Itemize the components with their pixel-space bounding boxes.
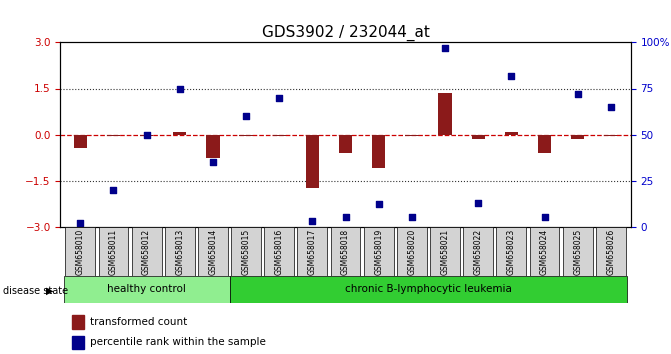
Point bbox=[274, 95, 285, 101]
Point bbox=[174, 86, 185, 91]
Bar bbox=[438, 93, 452, 135]
Bar bbox=[173, 132, 187, 135]
FancyBboxPatch shape bbox=[397, 227, 427, 276]
Point bbox=[241, 113, 252, 119]
FancyBboxPatch shape bbox=[264, 227, 294, 276]
Bar bbox=[272, 135, 286, 136]
Bar bbox=[74, 135, 87, 148]
Point bbox=[207, 159, 218, 165]
FancyBboxPatch shape bbox=[430, 227, 460, 276]
Bar bbox=[72, 315, 85, 329]
Point bbox=[141, 132, 152, 137]
Point bbox=[473, 200, 484, 205]
Text: GSM658024: GSM658024 bbox=[540, 229, 549, 275]
Text: GSM658017: GSM658017 bbox=[308, 229, 317, 275]
Point bbox=[340, 215, 351, 220]
FancyBboxPatch shape bbox=[297, 227, 327, 276]
Bar bbox=[306, 135, 319, 188]
Bar bbox=[206, 135, 219, 158]
Text: percentile rank within the sample: percentile rank within the sample bbox=[90, 337, 266, 348]
FancyBboxPatch shape bbox=[463, 227, 493, 276]
Bar bbox=[472, 135, 485, 139]
Bar bbox=[107, 135, 120, 136]
FancyBboxPatch shape bbox=[529, 227, 560, 276]
Text: chronic B-lymphocytic leukemia: chronic B-lymphocytic leukemia bbox=[345, 284, 512, 295]
FancyBboxPatch shape bbox=[364, 227, 394, 276]
Point bbox=[572, 91, 583, 97]
Bar bbox=[140, 135, 153, 136]
Bar bbox=[505, 132, 518, 135]
Text: GSM658019: GSM658019 bbox=[374, 229, 383, 275]
Text: healthy control: healthy control bbox=[107, 284, 186, 295]
Text: GSM658014: GSM658014 bbox=[209, 229, 217, 275]
FancyBboxPatch shape bbox=[229, 276, 627, 303]
Text: GSM658015: GSM658015 bbox=[242, 229, 250, 275]
Point bbox=[75, 220, 86, 226]
Point bbox=[108, 187, 119, 193]
Text: GSM658010: GSM658010 bbox=[76, 229, 85, 275]
Text: disease state: disease state bbox=[3, 286, 68, 296]
Point bbox=[407, 215, 417, 220]
Bar bbox=[571, 135, 584, 139]
FancyBboxPatch shape bbox=[99, 227, 128, 276]
Text: GSM658023: GSM658023 bbox=[507, 229, 516, 275]
Text: GSM658012: GSM658012 bbox=[142, 229, 151, 275]
Point bbox=[440, 45, 450, 51]
FancyBboxPatch shape bbox=[596, 227, 626, 276]
Text: GSM658016: GSM658016 bbox=[274, 229, 284, 275]
Text: GSM658011: GSM658011 bbox=[109, 229, 118, 275]
Text: ▶: ▶ bbox=[46, 286, 53, 296]
FancyBboxPatch shape bbox=[198, 227, 228, 276]
FancyBboxPatch shape bbox=[132, 227, 162, 276]
Bar bbox=[405, 135, 419, 136]
Point bbox=[373, 202, 384, 207]
Title: GDS3902 / 232044_at: GDS3902 / 232044_at bbox=[262, 25, 429, 41]
Point bbox=[506, 73, 517, 79]
Point bbox=[605, 104, 616, 110]
FancyBboxPatch shape bbox=[64, 276, 229, 303]
Bar bbox=[604, 135, 617, 136]
Bar bbox=[372, 135, 385, 168]
FancyBboxPatch shape bbox=[497, 227, 526, 276]
FancyBboxPatch shape bbox=[331, 227, 360, 276]
Bar bbox=[240, 135, 253, 136]
Point bbox=[539, 215, 550, 220]
Text: GSM658022: GSM658022 bbox=[474, 229, 482, 275]
Bar bbox=[72, 336, 85, 349]
Text: GSM658013: GSM658013 bbox=[175, 229, 185, 275]
Text: GSM658025: GSM658025 bbox=[573, 229, 582, 275]
FancyBboxPatch shape bbox=[231, 227, 261, 276]
FancyBboxPatch shape bbox=[165, 227, 195, 276]
Text: GSM658018: GSM658018 bbox=[341, 229, 350, 275]
Bar bbox=[339, 135, 352, 153]
FancyBboxPatch shape bbox=[65, 227, 95, 276]
Text: GSM658020: GSM658020 bbox=[407, 229, 417, 275]
FancyBboxPatch shape bbox=[563, 227, 592, 276]
Text: GSM658021: GSM658021 bbox=[441, 229, 450, 275]
Text: GSM658026: GSM658026 bbox=[607, 229, 615, 275]
Bar bbox=[538, 135, 551, 153]
Point bbox=[307, 218, 318, 224]
Text: transformed count: transformed count bbox=[90, 317, 187, 327]
